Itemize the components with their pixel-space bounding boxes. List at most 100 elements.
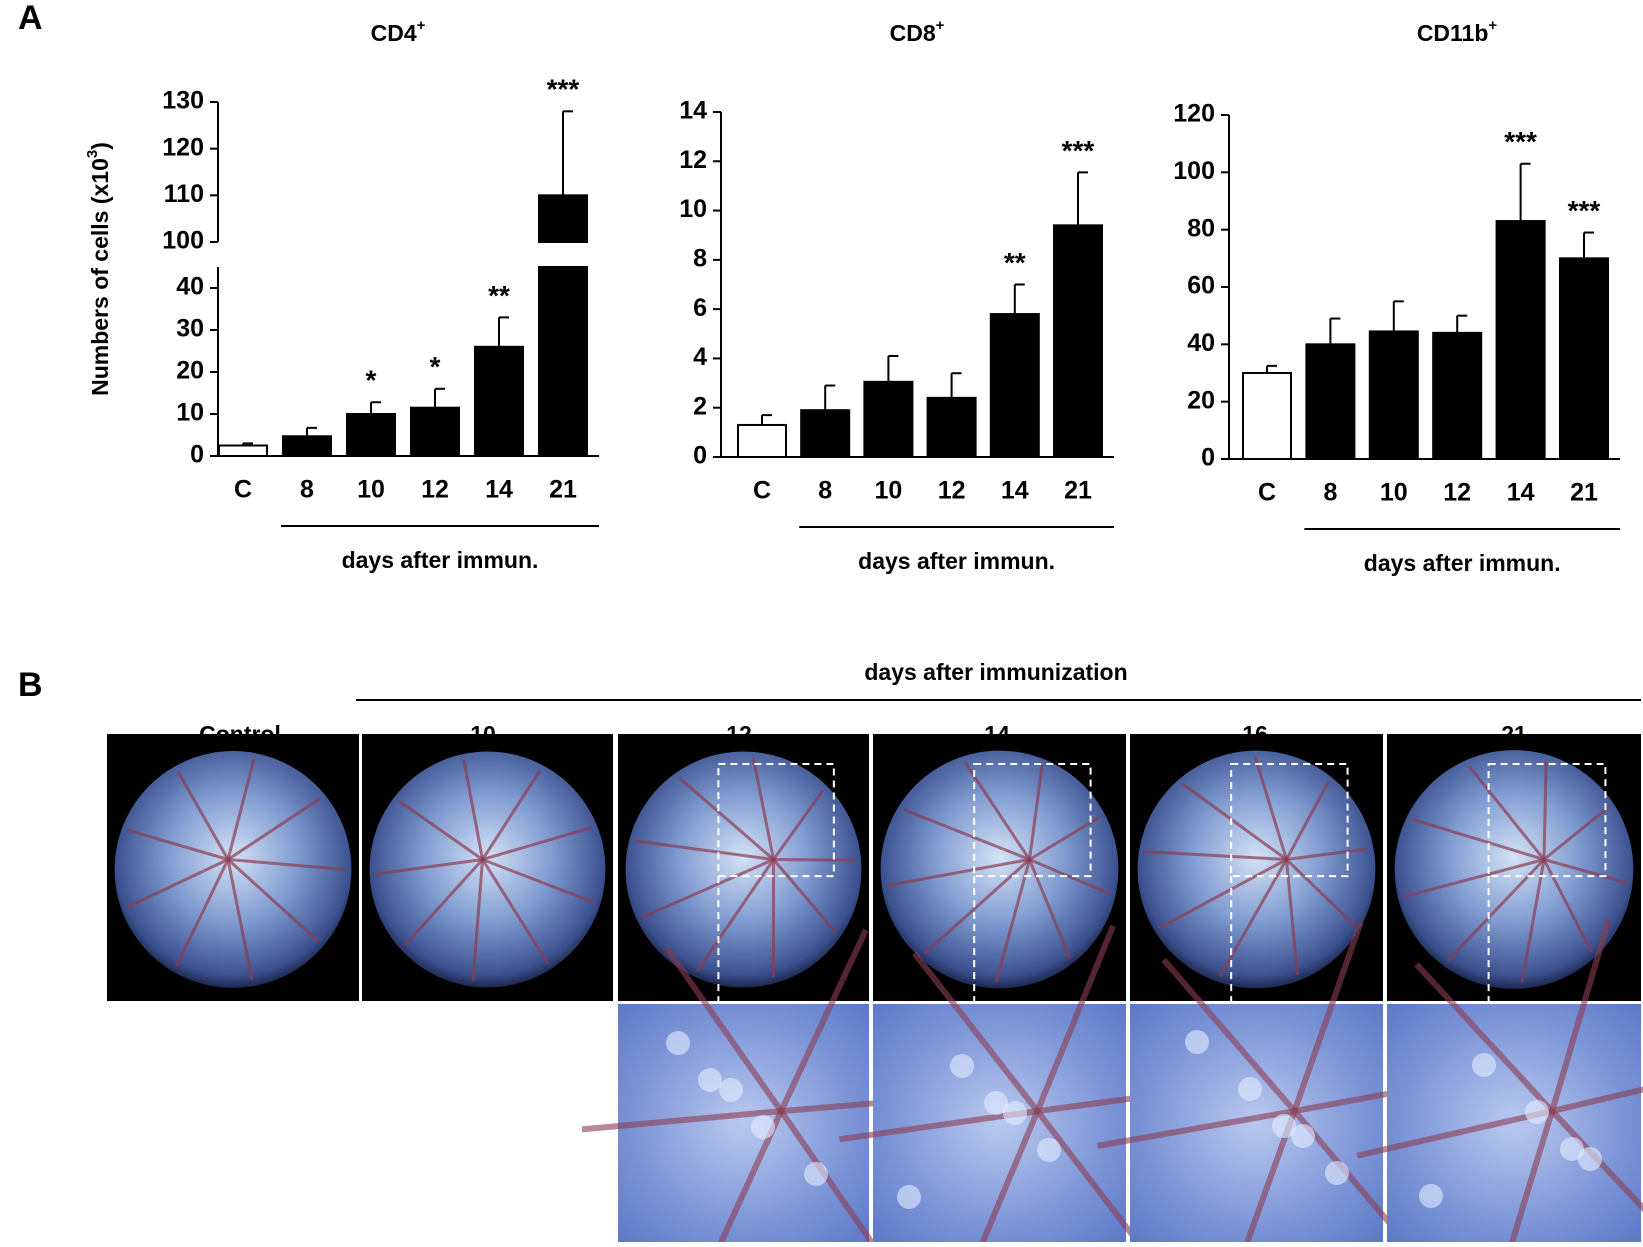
- y-tick-label: 8: [693, 244, 707, 272]
- bar: [1560, 258, 1608, 459]
- infiltrate: [666, 1031, 690, 1055]
- bar: [539, 195, 587, 242]
- x-tick-label: 14: [485, 476, 513, 504]
- bar: [864, 382, 912, 457]
- y-tick-label: 100: [162, 227, 204, 255]
- y-tick-label: 40: [176, 273, 204, 301]
- group-label: days after immun.: [342, 547, 539, 573]
- y-tick-label: 2: [693, 392, 707, 420]
- y-tick-label: 20: [1187, 386, 1215, 414]
- infiltrate: [751, 1115, 775, 1139]
- chart-title: CD11b+: [1417, 17, 1498, 46]
- infiltrate: [1419, 1184, 1443, 1208]
- significance: ***: [1568, 195, 1601, 226]
- bar: [475, 347, 523, 456]
- x-tick-label: 21: [1064, 477, 1092, 505]
- y-tick-label: 4: [693, 343, 707, 371]
- bar: [991, 314, 1039, 457]
- title-text: CD11b: [1417, 20, 1489, 46]
- x-tick-label: 10: [357, 476, 385, 504]
- title-superscript: +: [1488, 17, 1497, 34]
- y-tick-label: 40: [1187, 329, 1215, 357]
- title-text: CD4: [371, 20, 417, 46]
- infiltrate: [1185, 1030, 1209, 1054]
- chart-title: CD8+: [890, 17, 945, 46]
- bar: [738, 425, 786, 457]
- fundus-image: [115, 751, 352, 988]
- y-tick-label: 14: [679, 97, 707, 125]
- x-tick-label: 21: [1570, 479, 1598, 507]
- y-label-end: ): [87, 142, 113, 150]
- infiltrate: [719, 1078, 743, 1102]
- panel-b-header: days after immunization: [864, 659, 1127, 685]
- y-axis-label: Numbers of cells (x103): [84, 142, 113, 396]
- y-tick-label: 110: [164, 180, 204, 208]
- title-superscript: +: [417, 17, 426, 34]
- bar: [347, 414, 395, 456]
- significance: **: [488, 280, 510, 311]
- y-tick-label: 0: [693, 442, 707, 470]
- bar: [801, 410, 849, 457]
- y-tick-label: 0: [190, 441, 204, 469]
- y-tick-label: 80: [1187, 214, 1215, 242]
- bar: [283, 436, 331, 456]
- infiltrate: [1003, 1101, 1027, 1125]
- significance: ***: [547, 74, 580, 105]
- x-tick-label: 14: [1001, 477, 1029, 505]
- infiltrate: [804, 1162, 828, 1186]
- significance: **: [1004, 247, 1026, 278]
- y-tick-label: 60: [1187, 272, 1215, 300]
- significance: ***: [1504, 126, 1537, 157]
- y-tick-label: 120: [1173, 100, 1215, 128]
- x-tick-label: 10: [874, 477, 902, 505]
- x-tick-label: 8: [818, 477, 832, 505]
- significance: ***: [1062, 135, 1095, 166]
- y-label-text: Numbers of cells (x10: [87, 158, 113, 396]
- bar: [1243, 373, 1291, 459]
- x-tick-label: 12: [1443, 479, 1471, 507]
- infiltrate: [1525, 1100, 1549, 1124]
- x-tick-label: C: [234, 476, 252, 504]
- y-tick-label: 120: [162, 133, 204, 161]
- x-tick-label: C: [753, 477, 771, 505]
- x-tick-label: 14: [1507, 479, 1535, 507]
- infiltrate: [1238, 1077, 1262, 1101]
- panel-label: B: [18, 666, 43, 704]
- vessel: [774, 860, 856, 861]
- bar: [1497, 221, 1545, 459]
- y-tick-label: 0: [1201, 444, 1215, 472]
- zoom-image: [1130, 1004, 1383, 1242]
- bar: [1054, 225, 1102, 457]
- bar: [1306, 344, 1354, 459]
- title-text: CD8: [890, 20, 936, 46]
- x-tick-label: 10: [1380, 479, 1408, 507]
- title-superscript: +: [936, 17, 945, 34]
- infiltrate: [950, 1054, 974, 1078]
- infiltrate: [1472, 1053, 1496, 1077]
- y-tick-label: 10: [176, 399, 204, 427]
- bar: [1433, 333, 1481, 459]
- fundus-image: [626, 752, 862, 988]
- infiltrate: [897, 1185, 921, 1209]
- y-tick-label: 6: [693, 294, 707, 322]
- bar: [219, 446, 267, 457]
- y-tick-label: 130: [162, 87, 204, 115]
- x-tick-label: C: [1258, 479, 1276, 507]
- infiltrate: [698, 1068, 722, 1092]
- group-label: days after immun.: [858, 548, 1055, 574]
- group-label: days after immun.: [1364, 550, 1561, 576]
- y-label-superscript: 3: [84, 150, 101, 158]
- chart-title: CD4+: [371, 17, 426, 46]
- significance: *: [366, 365, 377, 396]
- x-tick-label: 21: [549, 476, 577, 504]
- x-tick-label: 12: [938, 477, 966, 505]
- y-tick-label: 12: [679, 146, 707, 174]
- x-tick-label: 8: [300, 476, 314, 504]
- infiltrate: [1037, 1138, 1061, 1162]
- bar: [1370, 331, 1418, 459]
- x-tick-label: 12: [421, 476, 449, 504]
- fundus-image: [1138, 751, 1376, 989]
- y-tick-label: 20: [176, 357, 204, 385]
- x-tick-label: 8: [1323, 479, 1337, 507]
